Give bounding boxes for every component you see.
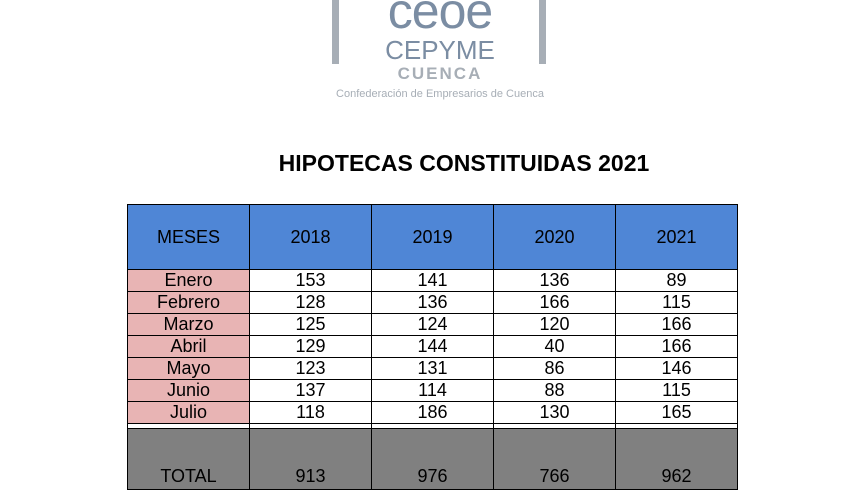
value-cell: 120 [493,313,616,336]
value-cell: 130 [493,401,616,424]
total-value: 913 [249,428,372,490]
total-label: TOTAL [127,428,250,490]
total-value: 962 [615,428,738,490]
logo-brand-cuenca: CUENCA [330,64,550,84]
value-cell: 166 [493,291,616,314]
month-cell: Mayo [127,357,250,380]
value-cell: 186 [371,401,494,424]
logo-tagline: Confederación de Empresarios de Cuenca [336,88,544,100]
value-cell: 118 [249,401,372,424]
table-row: Marzo 125 124 120 166 [127,313,738,336]
month-cell: Julio [127,401,250,424]
mortgages-table: MESES 2018 2019 2020 2021 Enero 153 141 136… [127,204,738,490]
table-row: Febrero 128 136 166 115 [127,291,738,314]
logo-brand-ceoe: ceoe [387,0,493,39]
value-cell: 114 [371,379,494,402]
value-cell: 146 [615,357,738,380]
value-cell: 131 [371,357,494,380]
total-value: 976 [371,428,494,490]
table-header-row: MESES 2018 2019 2020 2021 [127,204,738,270]
table-row: Julio 118 186 130 165 [127,401,738,424]
month-cell: Febrero [127,291,250,314]
table-row: Abril 129 144 40 166 [127,335,738,358]
value-cell: 124 [371,313,494,336]
value-cell: 89 [615,269,738,292]
header-2018: 2018 [249,204,372,270]
value-cell: 115 [615,379,738,402]
value-cell: 144 [371,335,494,358]
total-value: 766 [493,428,616,490]
value-cell: 88 [493,379,616,402]
value-cell: 40 [493,335,616,358]
header-2020: 2020 [493,204,616,270]
value-cell: 129 [249,335,372,358]
page-title: HIPOTECAS CONSTITUIDAS 2021 [278,150,650,176]
month-cell: Marzo [127,313,250,336]
month-cell: Junio [127,379,250,402]
header-2021: 2021 [615,204,738,270]
value-cell: 166 [615,335,738,358]
value-cell: 136 [371,291,494,314]
value-cell: 128 [249,291,372,314]
value-cell: 165 [615,401,738,424]
header-months: MESES [127,204,250,270]
value-cell: 125 [249,313,372,336]
table-row: Enero 153 141 136 89 [127,269,738,292]
value-cell: 141 [371,269,494,292]
table-row: Junio 137 114 88 115 [127,379,738,402]
value-cell: 137 [249,379,372,402]
value-cell: 136 [493,269,616,292]
value-cell: 166 [615,313,738,336]
header-2019: 2019 [371,204,494,270]
value-cell: 115 [615,291,738,314]
ceoe-cepyme-logo: ceoe CEPYME CUENCA Confederación de Empr… [330,0,550,104]
value-cell: 123 [249,357,372,380]
month-cell: Enero [127,269,250,292]
table-total-row: TOTAL 913 976 766 962 [127,428,738,490]
logo-brand-cepyme: CEPYME [385,35,495,65]
table-row: Mayo 123 131 86 146 [127,357,738,380]
value-cell: 153 [249,269,372,292]
value-cell: 86 [493,357,616,380]
month-cell: Abril [127,335,250,358]
